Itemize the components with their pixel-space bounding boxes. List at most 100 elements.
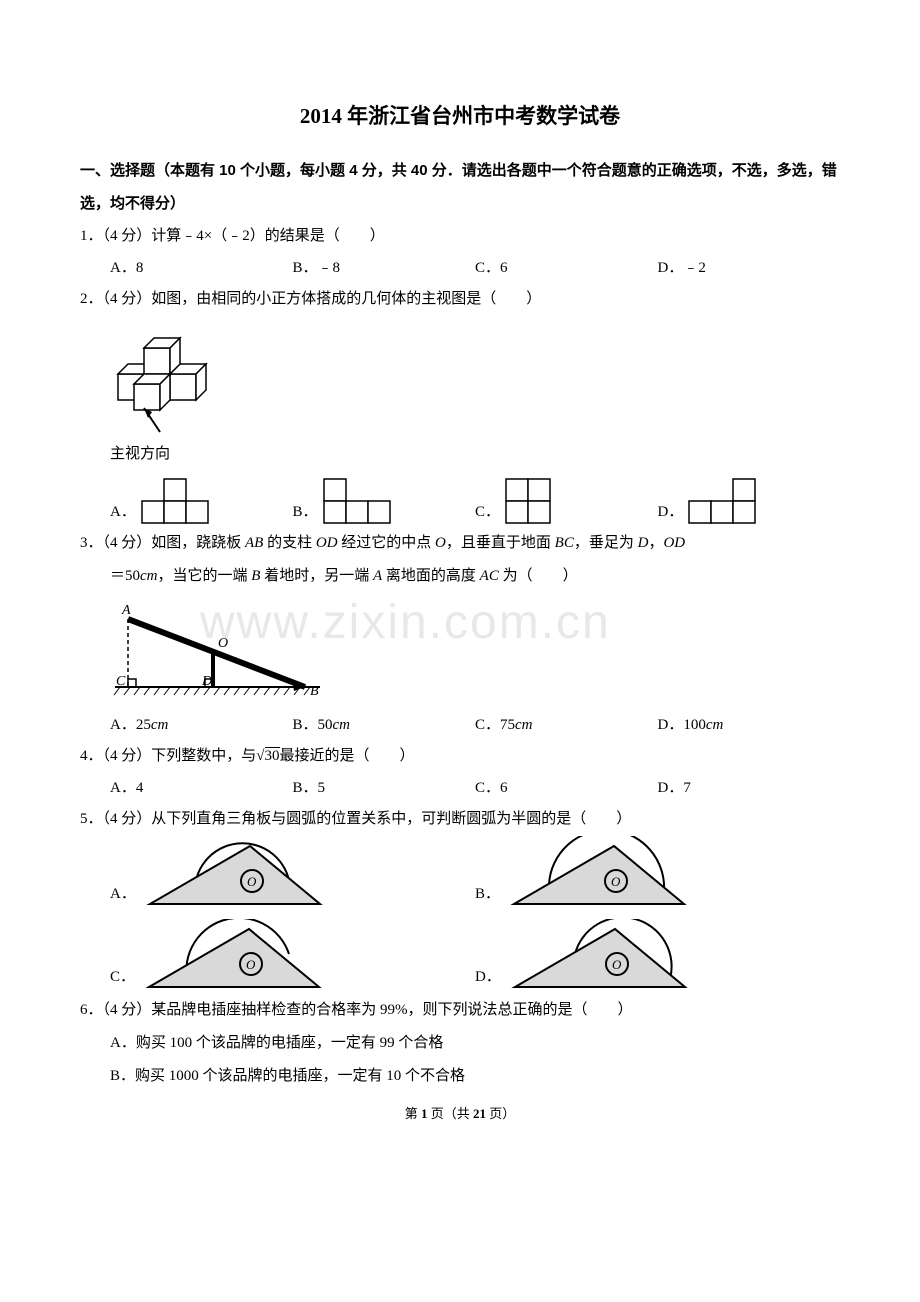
q3-opt-c: C．75cm bbox=[475, 710, 658, 740]
q5-opt-d: D． O bbox=[475, 919, 840, 994]
q5-fig-b: O bbox=[504, 836, 694, 911]
q2-opt-b-label: B． bbox=[293, 497, 318, 527]
q5-fig-c: O bbox=[139, 919, 329, 994]
q3-l2e: 为（ ） bbox=[499, 568, 578, 584]
q1-options: A．8 B．﹣8 C．6 D．﹣2 bbox=[110, 253, 840, 283]
q2-text: 2．（4 分）如图，由相同的小正方体搭成的几何体的主视图是（ ） bbox=[80, 283, 840, 316]
svg-text:O: O bbox=[247, 874, 257, 889]
q2-opt-c-label: C． bbox=[475, 497, 500, 527]
q5-opt-b: B． O bbox=[475, 836, 840, 911]
q2-opt-b: B． bbox=[293, 477, 476, 527]
q2-caption: 主视方向 bbox=[110, 438, 840, 471]
q2-opt-c-fig bbox=[504, 477, 554, 527]
q3-t2: 经过它的中点 bbox=[338, 535, 436, 551]
q5-opt-a-label: A． bbox=[110, 878, 136, 911]
svg-text:O: O bbox=[611, 874, 621, 889]
q3-cm: cm bbox=[140, 568, 158, 584]
q3-figure: A O C D B bbox=[110, 599, 840, 704]
footer-mid: 页（共 bbox=[427, 1106, 473, 1121]
q3-l2b: ，当它的一端 bbox=[158, 568, 252, 584]
q2-opt-c: C． bbox=[475, 477, 658, 527]
q1-text: 1．（4 分）计算﹣4×（﹣2）的结果是（ ） bbox=[80, 220, 840, 253]
footer-total: 21 bbox=[473, 1106, 486, 1121]
question-4: 4．（4 分）下列整数中，与√30最接近的是（ ） A．4 B．5 C．6 D．… bbox=[80, 740, 840, 803]
sqrt-val: 30 bbox=[265, 747, 280, 764]
q5-options: A． O B． O bbox=[110, 836, 840, 994]
q3-text-line2: ＝50cm，当它的一端 B 着地时，另一端 A 离地面的高度 AC 为（ ） bbox=[110, 560, 840, 593]
q3-label-o: O bbox=[218, 636, 228, 651]
q2-opt-a: A． bbox=[110, 477, 293, 527]
exam-title: 2014 年浙江省台州市中考数学试卷 bbox=[80, 100, 840, 130]
page-footer: 第 1 页（共 21 页） bbox=[80, 1103, 840, 1122]
q3-od2: OD bbox=[663, 535, 685, 551]
q1-opt-a: A．8 bbox=[110, 253, 293, 283]
q3-opt-b: B．50cm bbox=[293, 710, 476, 740]
q3-t3: ，且垂直于地面 bbox=[446, 535, 555, 551]
q3-ac: AC bbox=[480, 568, 499, 584]
q3-d: D bbox=[638, 535, 649, 551]
q4-options: A．4 B．5 C．6 D．7 bbox=[110, 773, 840, 803]
q2-opt-d-fig bbox=[687, 477, 757, 527]
q4-opt-a: A．4 bbox=[110, 773, 293, 803]
q6-text: 6．（4 分）某品牌电插座抽样检查的合格率为 99%，则下列说法总正确的是（ ） bbox=[80, 994, 840, 1027]
q4-opt-d: D．7 bbox=[658, 773, 841, 803]
q3-od: OD bbox=[316, 535, 338, 551]
q2-opt-a-label: A． bbox=[110, 497, 136, 527]
sqrt-expr: √30 bbox=[256, 747, 279, 764]
q3-t5: ， bbox=[648, 535, 663, 551]
q3-a2: A bbox=[373, 568, 382, 584]
q1-opt-c: C．6 bbox=[475, 253, 658, 283]
seesaw-svg: A O C D B bbox=[110, 599, 330, 704]
q3-ab: AB bbox=[245, 535, 263, 551]
q3-label-b: B bbox=[310, 684, 319, 699]
q5-opt-d-label: D． bbox=[475, 961, 501, 994]
q6-opt-a: A．购买 100 个该品牌的电插座，一定有 99 个合格 bbox=[110, 1027, 840, 1060]
q3-opt-a: A．25cm bbox=[110, 710, 293, 740]
q1-opt-d: D．﹣2 bbox=[658, 253, 841, 283]
q5-opt-c-label: C． bbox=[110, 961, 135, 994]
q2-opt-a-fig bbox=[140, 477, 210, 527]
q4-t2: 最接近的是（ ） bbox=[280, 748, 415, 764]
q3-label-d: D bbox=[201, 674, 212, 689]
q3-t1: 的支柱 bbox=[263, 535, 316, 551]
svg-text:O: O bbox=[246, 957, 256, 972]
q5-opt-b-label: B． bbox=[475, 878, 500, 911]
q3-l2d: 离地面的高度 bbox=[382, 568, 480, 584]
q3-t0: 3．（4 分）如图，跷跷板 bbox=[80, 535, 245, 551]
q2-options: A． B． bbox=[110, 477, 840, 527]
svg-text:O: O bbox=[612, 957, 622, 972]
q3-options: A．25cm B．50cm C．75cm D．100cm bbox=[110, 710, 840, 740]
q3-text-line1: 3．（4 分）如图，跷跷板 AB 的支柱 OD 经过它的中点 O，且垂直于地面 … bbox=[80, 527, 840, 560]
q4-text: 4．（4 分）下列整数中，与√30最接近的是（ ） bbox=[80, 740, 840, 773]
q5-fig-d: O bbox=[505, 919, 695, 994]
q4-opt-c: C．6 bbox=[475, 773, 658, 803]
q3-l2a: ＝50 bbox=[110, 568, 140, 584]
q1-opt-b: B．﹣8 bbox=[293, 253, 476, 283]
question-6: 6．（4 分）某品牌电插座抽样检查的合格率为 99%，则下列说法总正确的是（ ）… bbox=[80, 994, 840, 1093]
q3-opt-d: D．100cm bbox=[658, 710, 841, 740]
section-1-header: 一、选择题（本题有 10 个小题，每小题 4 分，共 40 分．请选出各题中一个… bbox=[80, 154, 840, 220]
q4-opt-b: B．5 bbox=[293, 773, 476, 803]
q3-o: O bbox=[435, 535, 446, 551]
q6-opt-b: B．购买 1000 个该品牌的电插座，一定有 10 个不合格 bbox=[110, 1060, 840, 1093]
q5-opt-c: C． O bbox=[110, 919, 475, 994]
q3-label-a: A bbox=[121, 603, 131, 618]
question-1: 1．（4 分）计算﹣4×（﹣2）的结果是（ ） A．8 B．﹣8 C．6 D．﹣… bbox=[80, 220, 840, 283]
q2-opt-d: D． bbox=[658, 477, 841, 527]
q5-text: 5．（4 分）从下列直角三角板与圆弧的位置关系中，可判断圆弧为半圆的是（ ） bbox=[80, 803, 840, 836]
q3-label-c: C bbox=[116, 674, 126, 689]
footer-suffix: 页） bbox=[486, 1106, 515, 1121]
q5-opt-a: A． O bbox=[110, 836, 475, 911]
question-3: 3．（4 分）如图，跷跷板 AB 的支柱 OD 经过它的中点 O，且垂直于地面 … bbox=[80, 527, 840, 740]
q3-bc: BC bbox=[555, 535, 574, 551]
q3-t4: ，垂足为 bbox=[574, 535, 638, 551]
q5-fig-a: O bbox=[140, 836, 330, 911]
q2-opt-b-fig bbox=[322, 477, 392, 527]
cube-figure-svg bbox=[110, 322, 220, 442]
question-5: 5．（4 分）从下列直角三角板与圆弧的位置关系中，可判断圆弧为半圆的是（ ） A… bbox=[80, 803, 840, 994]
footer-prefix: 第 bbox=[405, 1106, 421, 1121]
q2-3d-figure: 主视方向 bbox=[110, 322, 840, 471]
q3-l2c: 着地时，另一端 bbox=[260, 568, 373, 584]
q4-t1: 4．（4 分）下列整数中，与 bbox=[80, 748, 256, 764]
question-2: 2．（4 分）如图，由相同的小正方体搭成的几何体的主视图是（ ） bbox=[80, 283, 840, 527]
